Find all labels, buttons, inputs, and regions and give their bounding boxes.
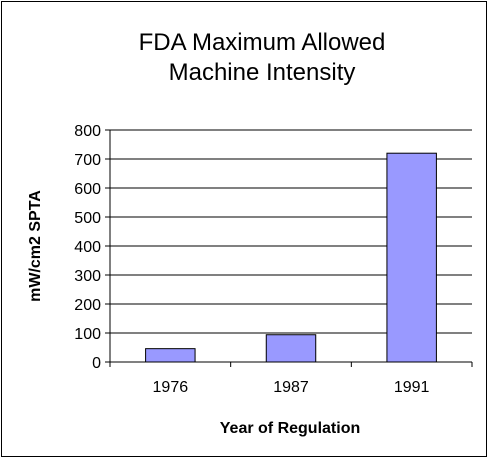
bars xyxy=(145,152,437,363)
y-tick-label: 600 xyxy=(74,181,101,198)
y-tick-label: 100 xyxy=(74,326,101,343)
y-tick-label: 500 xyxy=(74,210,101,227)
y-axis-label: mW/cm2 SPTA xyxy=(27,190,44,302)
y-tick-label: 300 xyxy=(74,268,101,285)
x-axis-label: Year of Regulation xyxy=(220,420,360,437)
y-tick-label: 700 xyxy=(74,152,101,169)
x-tick-label: 1976 xyxy=(153,379,189,396)
y-tick-label: 200 xyxy=(74,297,101,314)
x-tick-label: 1991 xyxy=(394,379,430,396)
x-axis-ticks: 1976 1987 1991 xyxy=(109,362,473,396)
x-tick-label: 1987 xyxy=(273,379,309,396)
y-axis-ticks: 0 100 200 300 400 500 600 700 800 xyxy=(74,123,110,372)
chart-title-line-2: Machine Intensity xyxy=(169,59,356,86)
chart-title-line-1: FDA Maximum Allowed xyxy=(139,29,386,56)
bar-1991 xyxy=(386,152,437,363)
y-tick-label: 400 xyxy=(74,239,101,256)
y-tick-label: 0 xyxy=(92,355,101,372)
bar-1987 xyxy=(265,334,317,363)
y-tick-label: 800 xyxy=(74,123,101,140)
bar-1976 xyxy=(145,348,196,363)
